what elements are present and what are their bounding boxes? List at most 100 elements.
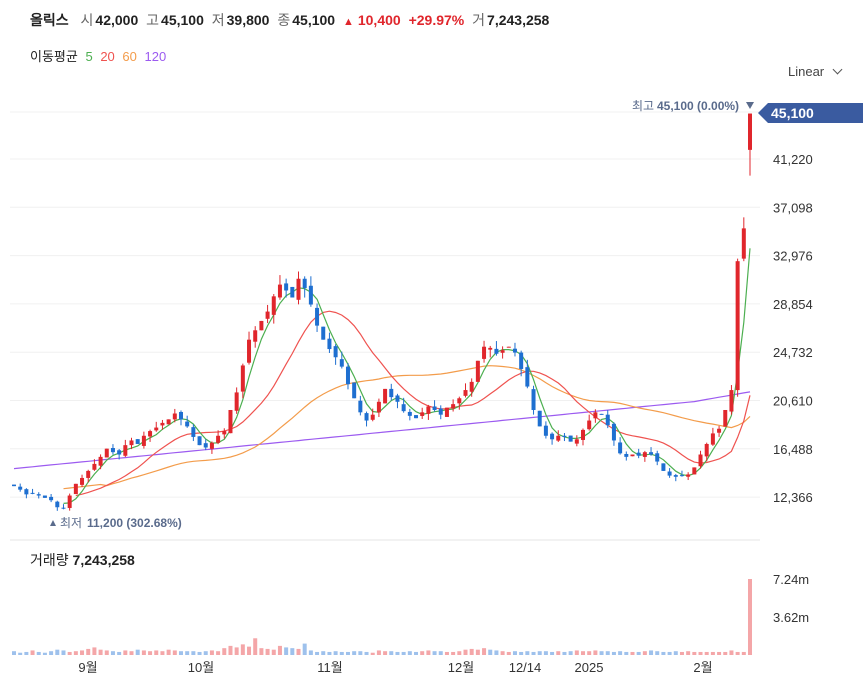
candle-body: [717, 428, 722, 433]
candle-body: [24, 489, 29, 495]
volume-bar: [327, 651, 332, 655]
price-tick-label: 32,976: [773, 249, 813, 264]
moving-average-legend[interactable]: 이동평균 5 20 60 120: [30, 46, 170, 65]
price-tick-label: 28,854: [773, 297, 813, 312]
candle-body: [704, 443, 709, 457]
candle-body: [18, 486, 23, 490]
candle-body: [296, 278, 301, 300]
volume-bar: [148, 651, 153, 655]
candle-body: [426, 406, 431, 414]
volume-bar: [395, 651, 400, 655]
candle-body: [166, 419, 171, 425]
candle-body: [191, 427, 196, 437]
candle-body: [438, 408, 443, 415]
volume-bar: [735, 651, 740, 655]
low-label: 저: [211, 12, 225, 28]
candle-body: [234, 392, 239, 411]
quote-header: 올릭스 시 42,000 고 45,100 저 39,800 종 45,100 ▲ 10,…: [30, 10, 553, 30]
volume-tick-label: 7.24m: [773, 572, 809, 587]
volume-bar: [587, 651, 592, 655]
volume-bar: [123, 650, 128, 655]
volume-bar: [321, 651, 326, 655]
candle-body: [432, 406, 437, 410]
candle-body: [630, 454, 635, 457]
volume-bar: [383, 651, 388, 655]
volume-bar: [185, 651, 190, 655]
volume-bar: [438, 651, 443, 655]
candle-body: [655, 453, 660, 462]
change-arrow-icon: ▲: [342, 16, 354, 28]
volume-bar: [457, 651, 462, 655]
volume-bar: [240, 644, 245, 655]
volume-bar: [290, 648, 295, 655]
high-value: 45,100: [161, 12, 204, 28]
candle-body: [673, 475, 678, 477]
price-tick-label: 37,098: [773, 200, 813, 215]
candle-body: [265, 311, 270, 319]
volume-tick-label: 3.62m: [773, 610, 809, 625]
candle-body: [482, 346, 487, 359]
volume-bar: [302, 643, 307, 655]
price-tick-label: 20,610: [773, 394, 813, 409]
volume-bar: [642, 651, 647, 655]
candle-body: [618, 442, 623, 454]
candle-body: [178, 411, 183, 420]
volume-bar: [537, 651, 542, 655]
volume-bar: [574, 650, 579, 655]
scale-toggle-button[interactable]: Linear: [788, 64, 843, 79]
close-label: 종: [277, 12, 291, 28]
volume-bar: [234, 647, 239, 655]
ma-legend-20: 20: [100, 49, 115, 64]
candle-body: [401, 404, 406, 412]
candle-body: [67, 495, 72, 508]
volume-bar: [216, 651, 221, 655]
volume-bar: [203, 651, 208, 655]
candle-body: [345, 366, 350, 385]
volume-bar: [426, 650, 431, 655]
volume-bar: [686, 651, 691, 655]
volume-bar: [500, 651, 505, 655]
candle-body: [135, 439, 140, 444]
candle-body: [667, 471, 672, 476]
candle-body: [587, 420, 592, 430]
volume-bar: [12, 651, 16, 655]
candle-body: [321, 326, 326, 340]
candle-body: [98, 456, 103, 466]
candle-body: [92, 463, 97, 470]
volume-bar: [432, 651, 437, 655]
high-label: 고: [146, 12, 160, 28]
volume-bar: [160, 651, 165, 655]
candle-body: [735, 261, 740, 391]
volume-bar: [506, 651, 511, 655]
volume-bar: [748, 579, 752, 655]
high-annotation-label: 최고: [632, 99, 654, 113]
price-tick-label: 24,732: [773, 345, 813, 360]
volume-bar: [247, 646, 252, 655]
candle-body: [543, 425, 548, 436]
candle-body: [568, 435, 573, 442]
candle-body: [605, 414, 610, 426]
volume-bar: [649, 650, 654, 655]
candle-body: [741, 228, 746, 259]
volume-axis-ticks: 7.24m 3.62m: [773, 572, 809, 625]
candle-body: [308, 285, 313, 305]
volume-bar: [135, 649, 140, 655]
candle-body: [729, 390, 734, 412]
current-price-tag: 45,100: [758, 103, 863, 123]
volume-bar: [86, 648, 91, 655]
volume-bar: [550, 651, 555, 655]
candle-body: [574, 439, 579, 444]
volume-bar: [117, 651, 122, 655]
candle-body: [222, 431, 227, 435]
change-percent: +29.97%: [408, 12, 465, 28]
candle-body: [61, 507, 66, 509]
candle-body: [247, 339, 252, 363]
volume-bar: [667, 651, 672, 655]
candle-body: [42, 495, 47, 498]
candle-body: [599, 413, 604, 415]
volume-bar: [154, 650, 159, 655]
open-label: 시: [80, 12, 94, 28]
volume-bar: [141, 650, 146, 655]
candle-body: [562, 435, 567, 437]
